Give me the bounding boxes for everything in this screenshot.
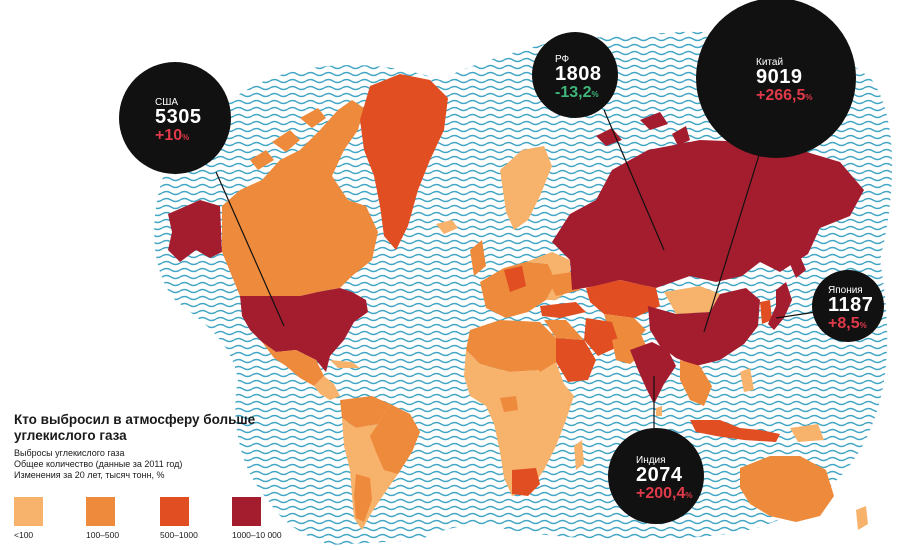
mongolia (664, 286, 720, 314)
callout-unit: % (860, 321, 867, 330)
legend-item: 100–500 (86, 497, 119, 540)
leader-china (703, 151, 761, 333)
legend-swatch (160, 497, 189, 526)
argentina (354, 474, 372, 522)
sri-lanka (656, 406, 662, 416)
callout-circle (119, 62, 231, 174)
legend-label: 1000–10 000 (232, 530, 282, 540)
australia (740, 456, 834, 522)
russia (552, 140, 864, 290)
callout-value: 9019 (756, 66, 803, 88)
iran (584, 318, 620, 356)
africa (464, 350, 574, 496)
usa (240, 288, 368, 372)
alaska (168, 200, 222, 262)
saudi-arabia (556, 338, 596, 382)
china (648, 288, 760, 366)
mexico (262, 342, 324, 386)
callout-country: США (155, 97, 178, 108)
philippines (740, 368, 754, 392)
callout-unit: % (182, 133, 189, 142)
turkey (540, 302, 586, 318)
callout-unit: % (685, 491, 692, 500)
leader-russia (603, 109, 665, 251)
legend-item: 1000–10 000 (232, 497, 282, 540)
uk (470, 240, 486, 276)
callout-country: Индия (636, 455, 666, 466)
germany (504, 266, 526, 292)
south-africa (512, 468, 540, 496)
callout-value: 5305 (155, 106, 202, 128)
middle-east-rest (544, 320, 584, 340)
legend-label: <100 (14, 530, 34, 540)
scandinavia (500, 146, 552, 230)
callout-circle (696, 0, 856, 158)
indonesia (690, 420, 780, 442)
legend-subtitle-3: Изменения за 20 лет, тысяч тонн, % (14, 470, 165, 480)
europe-west (480, 262, 556, 318)
callout-change: -13,2% (555, 84, 599, 101)
southeast-asia (680, 360, 712, 406)
new-zealand (856, 506, 868, 530)
legend-subtitle-1: Выбросы углекислого газа (14, 448, 125, 458)
callout-value: 2074 (636, 464, 683, 486)
greenland (360, 74, 448, 250)
callout-change: +8,5% (828, 315, 867, 332)
legend-swatch (232, 497, 261, 526)
legend-scale: <100 100–500 500–1000 1000–10 000 (14, 497, 314, 543)
cuba (330, 360, 360, 368)
callout-circle (532, 32, 618, 118)
legend-swatch (86, 497, 115, 526)
madagascar (574, 440, 584, 470)
callout-value: 1187 (828, 294, 873, 316)
russia-islands (596, 112, 690, 146)
legend-block: Кто выбросил в атмосферу больше углекисл… (14, 412, 314, 481)
callout-circle (608, 428, 704, 524)
map-title: Кто выбросил в атмосферу больше углекисл… (14, 412, 256, 443)
japan-north (790, 256, 806, 278)
legend-label: 100–500 (86, 530, 120, 540)
callout-change: +266,5% (756, 87, 813, 104)
canada-islands (250, 108, 342, 170)
central-america (314, 376, 340, 400)
japan (768, 282, 792, 330)
iceland (436, 220, 458, 234)
papua (790, 424, 824, 442)
leader-usa (215, 171, 285, 327)
leader-lines (215, 109, 817, 436)
leader-japan (775, 311, 817, 319)
legend-swatch (14, 497, 43, 526)
legend-item: <100 (14, 497, 43, 540)
callout-unit: % (805, 93, 812, 102)
egypt-sudan (528, 336, 556, 372)
brazil (370, 404, 420, 474)
kazakhstan (586, 280, 660, 318)
legend-subtitle-2: Общее количество (данные за 2011 год) (14, 459, 183, 469)
nigeria (500, 396, 518, 412)
venezuela-colombia (340, 396, 390, 428)
callout-circle (812, 270, 884, 342)
callout-value: 1808 (555, 63, 602, 85)
callout-country: Япония (828, 285, 863, 296)
callout-country: Китай (756, 57, 783, 68)
callout-change: +200,4% (636, 485, 693, 502)
legend-label: 500–1000 (160, 530, 198, 540)
india (630, 342, 676, 404)
legend-item: 500–1000 (160, 497, 198, 540)
callout-country: РФ (555, 54, 570, 65)
callout-change: +10% (155, 127, 189, 144)
callout-unit: % (591, 90, 598, 99)
korea (760, 300, 772, 324)
